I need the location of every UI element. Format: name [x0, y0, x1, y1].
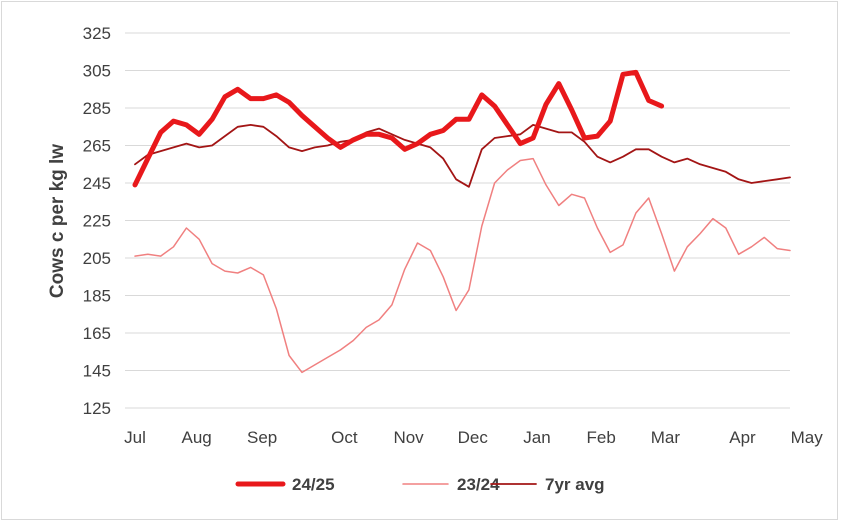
y-tick-label: 285: [83, 99, 111, 118]
x-tick-label: Jan: [523, 428, 550, 447]
legend-label: 7yr avg: [545, 475, 605, 494]
x-tick-label: Mar: [651, 428, 681, 447]
series-line-24-25: [132, 69, 665, 188]
legend-label: 23/24: [457, 475, 500, 494]
legend-label: 24/25: [292, 475, 335, 494]
x-tick-label: Nov: [393, 428, 424, 447]
series-lines: [132, 69, 791, 374]
x-tick-label: Feb: [587, 428, 616, 447]
y-tick-label: 265: [83, 137, 111, 156]
y-tick-label: 165: [83, 324, 111, 343]
x-tick-labels: JulAugSepOctNovDecJanFebMarAprMayJun: [124, 428, 824, 447]
y-tick-label: 145: [83, 362, 111, 381]
legend: 24/25 23/24 7yr avg: [235, 475, 605, 494]
series-line-23-24: [134, 157, 791, 374]
y-tick-label: 125: [83, 399, 111, 418]
y-tick-label: 185: [83, 287, 111, 306]
y-tick-label: 245: [83, 174, 111, 193]
x-tick-label: May: [791, 428, 824, 447]
y-tick-label: 305: [83, 62, 111, 81]
y-tick-label: 205: [83, 249, 111, 268]
x-tick-label: Jul: [124, 428, 146, 447]
y-axis-label: Cows c per kg lw: [47, 144, 68, 298]
x-tick-label: Aug: [182, 428, 212, 447]
y-tick-label: 325: [83, 24, 111, 43]
gridlines: [125, 32, 790, 409]
x-tick-label: Apr: [729, 428, 756, 447]
x-tick-label: Oct: [331, 428, 358, 447]
x-tick-label: Dec: [458, 428, 489, 447]
x-tick-label: Sep: [247, 428, 277, 447]
y-tick-label: 225: [83, 212, 111, 231]
y-tick-labels: 125 145 165 185 205 225 245 265 285 305 325: [83, 24, 111, 418]
series-line-7yr-avg: [134, 124, 791, 188]
